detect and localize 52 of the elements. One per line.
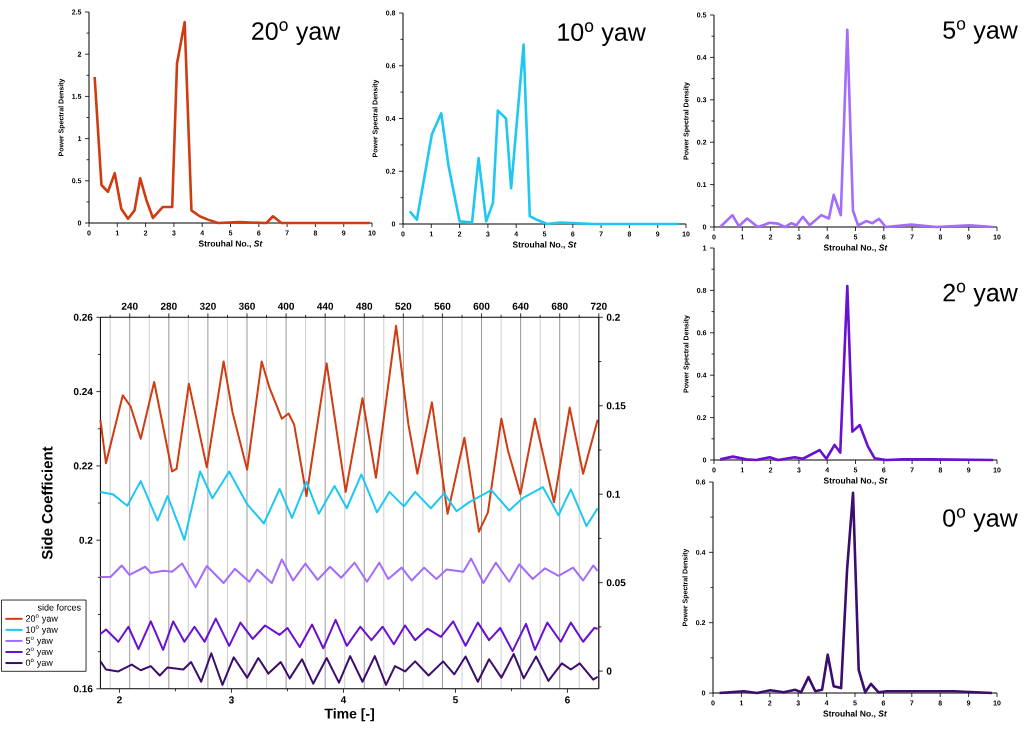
y2-tick-label: 0.2 [606,313,620,321]
legend-label: 2$^{o}$ yaw [25,647,53,657]
y2-tick-label: 0.1 [606,490,620,498]
x2-tick-label: 560 [434,302,451,310]
x-axis-title: Strouhal No., St [512,241,577,249]
chart-title: 20$^{o}$ yaw [252,21,341,45]
x2-tick-label: 320 [199,302,216,310]
line-series [99,324,599,533]
x-axis-title: Strouhal No., St [823,710,888,718]
x-axis-title: Strouhal No., St [823,477,888,485]
y2-tick-label: 0.05 [606,579,626,587]
x2-tick-label: 640 [512,302,529,310]
x-tick-label: 3 [228,696,234,704]
chart-title: 10$^{o}$ yaw [558,22,646,46]
text: 0$^{o}$ yaw [943,508,1018,532]
x2-tick-label: 720 [590,302,607,310]
line-series [99,652,599,686]
x2-tick-label: 520 [395,302,412,310]
x2-tick-label: 360 [238,302,255,310]
legend-label: 0$^{o}$ yaw [25,658,53,668]
x2-tick-label: 240 [121,302,138,310]
x-axis-title: Strouhal No., St [198,240,263,248]
y2-tick-label: 0 [606,667,612,675]
y-tick-label: 0.22 [73,462,93,470]
x-tick-label: 4 [340,696,347,704]
x-axis-title: Strouhal No., St [823,244,888,252]
legend-label: 20$^{o}$ yaw [25,614,58,624]
text: 2$^{o}$ yaw [943,282,1018,307]
chart-title: 5$^{o}$ yaw [943,20,1018,44]
line-series [99,557,599,589]
y-tick-label: 0.26 [73,313,93,321]
x2-tick-label: 280 [160,302,177,310]
y-axis-title: Side Coefficient [41,446,53,560]
legend-title: side forces [37,604,81,611]
x-tick-label: 6 [565,696,570,704]
x2-tick-label: 400 [277,302,295,310]
line-series [99,470,599,541]
x2-tick-label: 680 [551,302,568,310]
y-tick-label: 0.2 [79,536,93,544]
y-tick-label: 0.16 [73,685,93,693]
legend-label: 10$^{o}$ yaw [26,625,58,635]
x2-tick-label: 440 [316,302,334,310]
y2-tick-label: 0.15 [606,402,626,410]
x-tick-label: 2 [117,696,122,704]
y-tick-label: 0.24 [73,388,93,396]
x2-tick-label: 600 [473,302,490,310]
line-series [93,20,372,225]
x2-tick-label: 480 [356,302,373,310]
line-series [99,617,599,653]
x-tick-label: 5 [452,696,458,704]
x-axis-title: Time [-] [324,708,374,722]
legend-label: 5$^{o}$ yaw [25,636,53,646]
